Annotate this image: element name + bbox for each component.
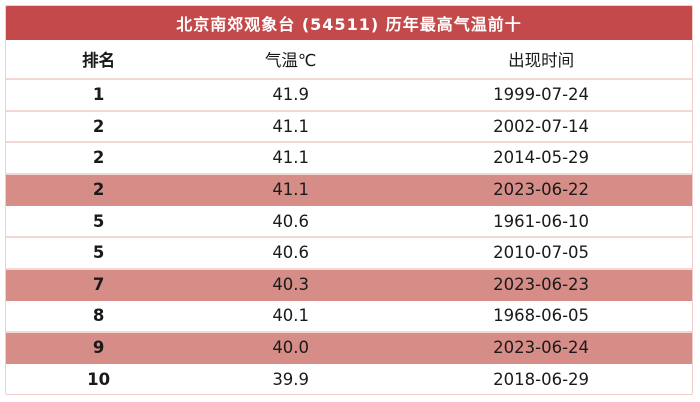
date-cell: 2002-07-14 — [493, 116, 590, 136]
temperature-cell: 40.6 — [272, 211, 310, 231]
table-row: 8 40.1 1968-06-05 — [6, 301, 692, 333]
temperature-ranking-table: 北京南郊观象台 (54511) 历年最高气温前十 排名 气温℃ 出现时间 1 4… — [5, 5, 693, 395]
table-row: 5 40.6 1961-06-10 — [6, 206, 692, 238]
temperature-cell: 40.3 — [272, 274, 310, 294]
rank-cell: 2 — [92, 180, 105, 200]
date-cell: 1968-06-05 — [493, 306, 590, 326]
rank-cell: 1 — [92, 85, 105, 105]
temperature-cell: 41.1 — [272, 116, 310, 136]
table-row: 9 40.0 2023-06-24 — [6, 332, 692, 365]
date-cell: 2023-06-22 — [493, 180, 590, 200]
date-cell: 2023-06-23 — [493, 274, 590, 294]
rank-cell: 5 — [92, 243, 105, 263]
table-row: 5 40.6 2010-07-05 — [6, 237, 692, 270]
temperature-cell: 39.9 — [272, 369, 310, 389]
table-row: 2 41.1 2023-06-22 — [6, 174, 692, 207]
table-row: 2 41.1 2014-05-29 — [6, 143, 692, 175]
temperature-cell: 40.0 — [272, 338, 310, 358]
rank-cell: 9 — [92, 338, 105, 358]
rank-cell: 10 — [87, 369, 111, 389]
temperature-cell: 41.1 — [272, 180, 310, 200]
table-title: 北京南郊观象台 (54511) 历年最高气温前十 — [6, 6, 692, 40]
date-cell: 2010-07-05 — [493, 243, 590, 263]
date-cell: 1999-07-24 — [493, 85, 590, 105]
rank-cell: 2 — [92, 116, 105, 136]
rank-cell: 2 — [92, 148, 105, 168]
column-header-date: 出现时间 — [508, 51, 575, 70]
date-cell: 2023-06-24 — [493, 338, 590, 358]
rank-cell: 8 — [92, 306, 105, 326]
table-header-row: 排名 气温℃ 出现时间 — [6, 40, 692, 80]
table-body: 1 41.9 1999-07-24 2 41.1 2002-07-14 2 41… — [6, 80, 692, 394]
rank-cell: 7 — [92, 274, 105, 294]
temperature-cell: 40.1 — [272, 306, 310, 326]
temperature-cell: 41.9 — [272, 85, 310, 105]
table-row: 10 39.9 2018-06-29 — [6, 364, 692, 394]
date-cell: 1961-06-10 — [493, 211, 590, 231]
temperature-cell: 40.6 — [272, 243, 310, 263]
rank-cell: 5 — [92, 211, 105, 231]
column-header-temperature: 气温℃ — [264, 51, 317, 70]
table-row: 1 41.9 1999-07-24 — [6, 80, 692, 112]
temperature-cell: 41.1 — [272, 148, 310, 168]
date-cell: 2014-05-29 — [493, 148, 590, 168]
table-row: 2 41.1 2002-07-14 — [6, 111, 692, 144]
table-row: 7 40.3 2023-06-23 — [6, 269, 692, 302]
column-header-rank: 排名 — [82, 51, 116, 70]
date-cell: 2018-06-29 — [493, 369, 590, 389]
